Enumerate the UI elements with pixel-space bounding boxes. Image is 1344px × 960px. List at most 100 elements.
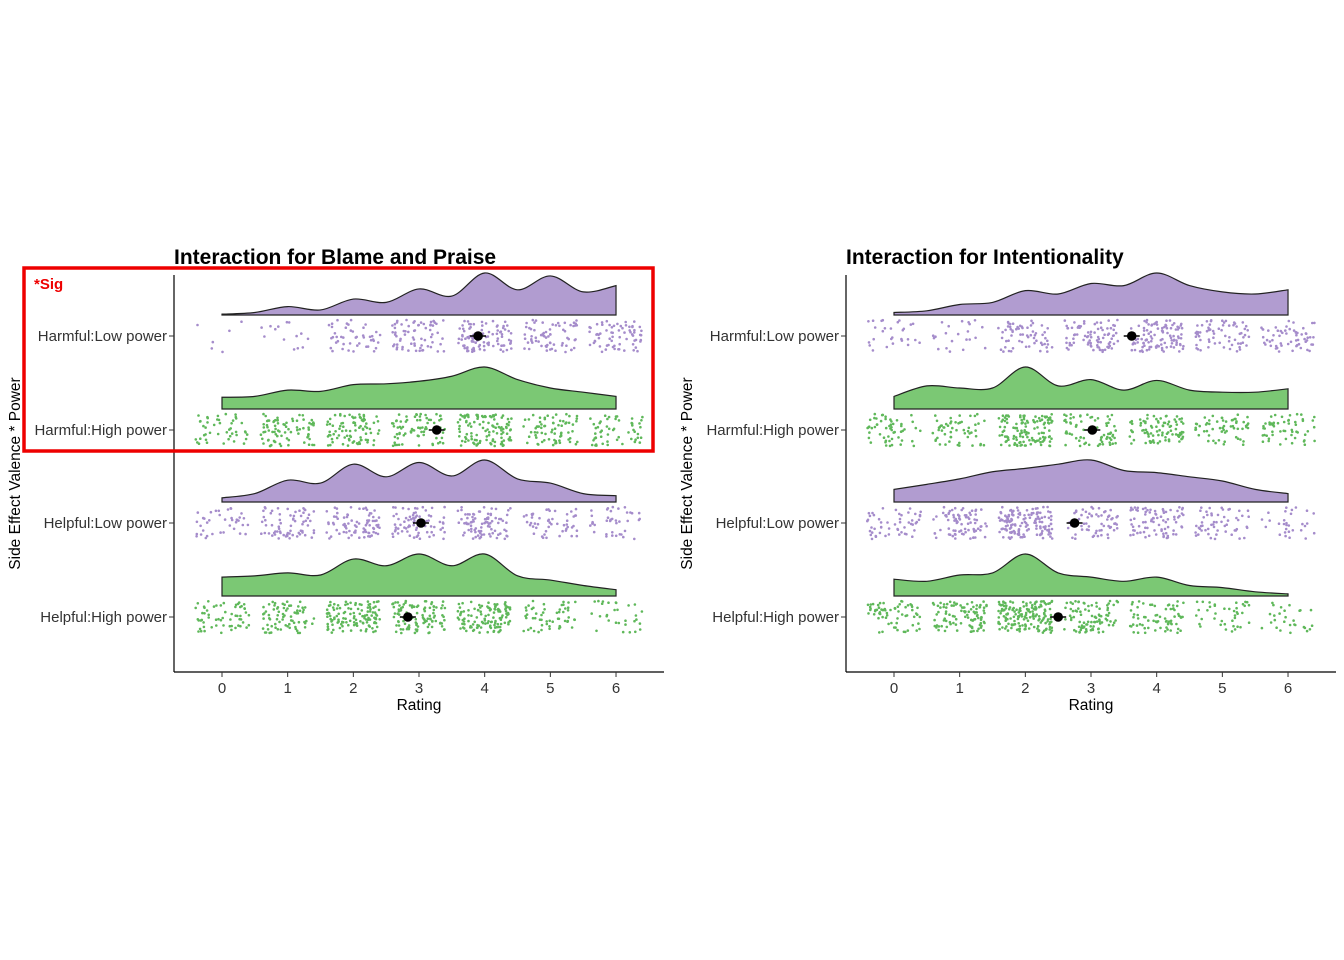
rain-point bbox=[431, 324, 435, 327]
rain-point bbox=[443, 628, 446, 631]
rain-point bbox=[489, 512, 493, 516]
rain-point bbox=[523, 418, 527, 422]
rain-point bbox=[611, 428, 615, 432]
rain-point bbox=[288, 626, 292, 630]
rain-point bbox=[562, 610, 565, 614]
rain-point bbox=[358, 426, 361, 430]
rain-point bbox=[480, 328, 484, 332]
rain-point bbox=[271, 600, 275, 604]
rain-point bbox=[1235, 325, 1238, 328]
x-tick-label: 6 bbox=[612, 680, 620, 697]
rain-point bbox=[1102, 433, 1106, 437]
rain-point bbox=[1024, 625, 1027, 628]
rain-point bbox=[873, 416, 876, 420]
rain-point bbox=[1201, 600, 1205, 604]
rain-point bbox=[1176, 434, 1180, 438]
rain-point bbox=[1200, 521, 1204, 524]
rain-point bbox=[358, 507, 361, 511]
rain-point bbox=[492, 344, 495, 348]
rain-point bbox=[1074, 533, 1077, 536]
rain-point bbox=[1313, 439, 1316, 443]
rain-point bbox=[1007, 349, 1011, 353]
rain-point bbox=[1205, 429, 1209, 433]
rain-point bbox=[1015, 608, 1018, 611]
rain-point bbox=[489, 626, 493, 630]
rain-point bbox=[364, 523, 368, 527]
rain-point bbox=[1037, 619, 1040, 622]
rain-point bbox=[463, 622, 466, 626]
rain-point bbox=[983, 611, 986, 615]
rain-point bbox=[1046, 620, 1049, 623]
rain-point bbox=[952, 604, 955, 607]
rain-point bbox=[1306, 430, 1310, 433]
rain-point bbox=[487, 522, 491, 526]
rain-point bbox=[242, 603, 246, 606]
rain-point bbox=[471, 623, 475, 626]
rain-point bbox=[362, 326, 365, 330]
rain-point bbox=[1049, 613, 1053, 617]
rain-point bbox=[960, 420, 963, 424]
rain-point bbox=[298, 509, 301, 512]
rain-point bbox=[546, 414, 549, 418]
rain-point bbox=[301, 522, 304, 526]
rain-point bbox=[1235, 516, 1238, 520]
rain-point bbox=[492, 414, 495, 417]
rain-point bbox=[1292, 619, 1295, 622]
rain-point bbox=[1143, 344, 1146, 348]
rain-point bbox=[284, 425, 288, 429]
rain-point bbox=[356, 607, 360, 611]
rain-point bbox=[295, 419, 299, 423]
rain-point bbox=[487, 433, 491, 437]
rain-point bbox=[492, 611, 496, 614]
rain-point bbox=[1272, 421, 1276, 425]
rain-point bbox=[558, 439, 561, 442]
rain-point bbox=[505, 534, 508, 538]
rain-point bbox=[1261, 328, 1265, 331]
rain-point bbox=[1022, 618, 1026, 621]
rain-point bbox=[234, 520, 238, 524]
rain-point bbox=[1181, 431, 1185, 434]
rain-point bbox=[401, 605, 405, 609]
rain-point bbox=[216, 414, 220, 418]
rain-point bbox=[1003, 425, 1007, 429]
rain-point bbox=[492, 616, 495, 619]
rain-point bbox=[544, 529, 548, 533]
rain-point bbox=[443, 505, 446, 509]
rain-point bbox=[564, 607, 567, 610]
rain-point bbox=[310, 418, 314, 422]
rain-point bbox=[1104, 617, 1108, 621]
rain-point bbox=[1284, 615, 1287, 619]
rain-point bbox=[1004, 619, 1007, 622]
rain-point bbox=[374, 346, 378, 350]
rain-point bbox=[1152, 517, 1155, 520]
rain-point bbox=[1166, 536, 1170, 539]
rain-points bbox=[523, 318, 579, 354]
rain-point bbox=[421, 613, 424, 617]
rain-point bbox=[488, 430, 491, 434]
rain-point bbox=[1279, 606, 1283, 609]
rain-point bbox=[1235, 606, 1238, 610]
rain-point bbox=[529, 521, 533, 525]
rain-point bbox=[1006, 524, 1009, 527]
rain-point bbox=[543, 416, 547, 420]
rain-point bbox=[1024, 433, 1028, 436]
rain-point bbox=[211, 340, 215, 344]
rain-points bbox=[456, 600, 512, 634]
rain-point bbox=[344, 429, 348, 432]
rain-point bbox=[1270, 422, 1273, 425]
rain-point bbox=[1155, 323, 1159, 326]
rain-point bbox=[876, 603, 880, 607]
rain-point bbox=[341, 629, 345, 633]
rain-point bbox=[1046, 350, 1049, 353]
rain-point bbox=[331, 349, 334, 353]
rain-point bbox=[1085, 522, 1088, 525]
rain-point bbox=[411, 516, 415, 520]
rain-point bbox=[371, 519, 375, 523]
rain-point bbox=[1163, 527, 1167, 531]
rain-point bbox=[1146, 508, 1149, 512]
rain-point bbox=[443, 530, 446, 534]
rain-point bbox=[408, 524, 412, 528]
rain-point bbox=[473, 442, 476, 446]
rain-point bbox=[1024, 425, 1028, 428]
